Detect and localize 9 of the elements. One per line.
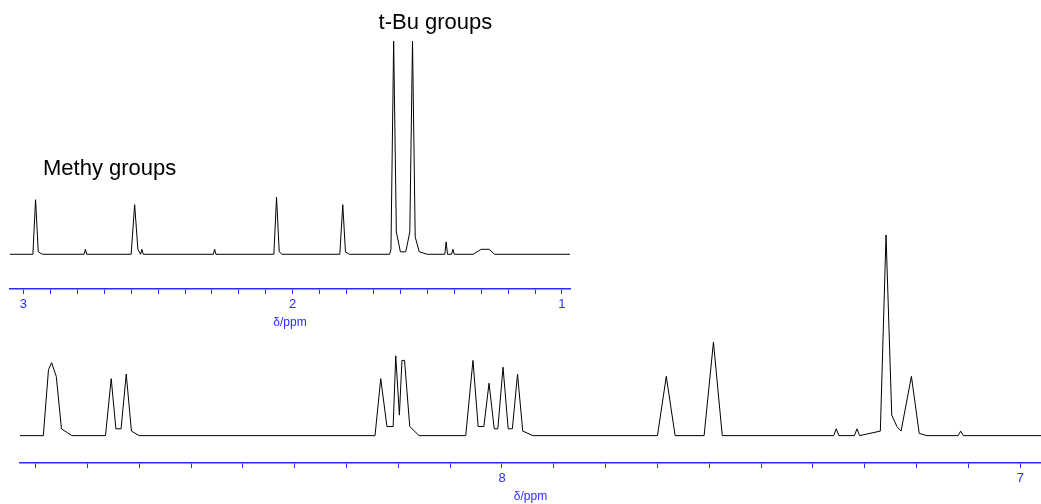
x-tick-label: 8 [498, 470, 506, 486]
x-tick-label: 7 [1016, 470, 1024, 486]
x-axis-title: δ/ppm [273, 315, 307, 330]
x-tick-label: 2 [289, 296, 297, 312]
annotation: Methy groups [42, 154, 177, 180]
text: t-Bu groups [378, 8, 493, 34]
x-tick-label: 1 [558, 296, 566, 312]
x-tick-label: 3 [19, 296, 28, 312]
x-axis-title: δ/ppm [513, 489, 548, 504]
